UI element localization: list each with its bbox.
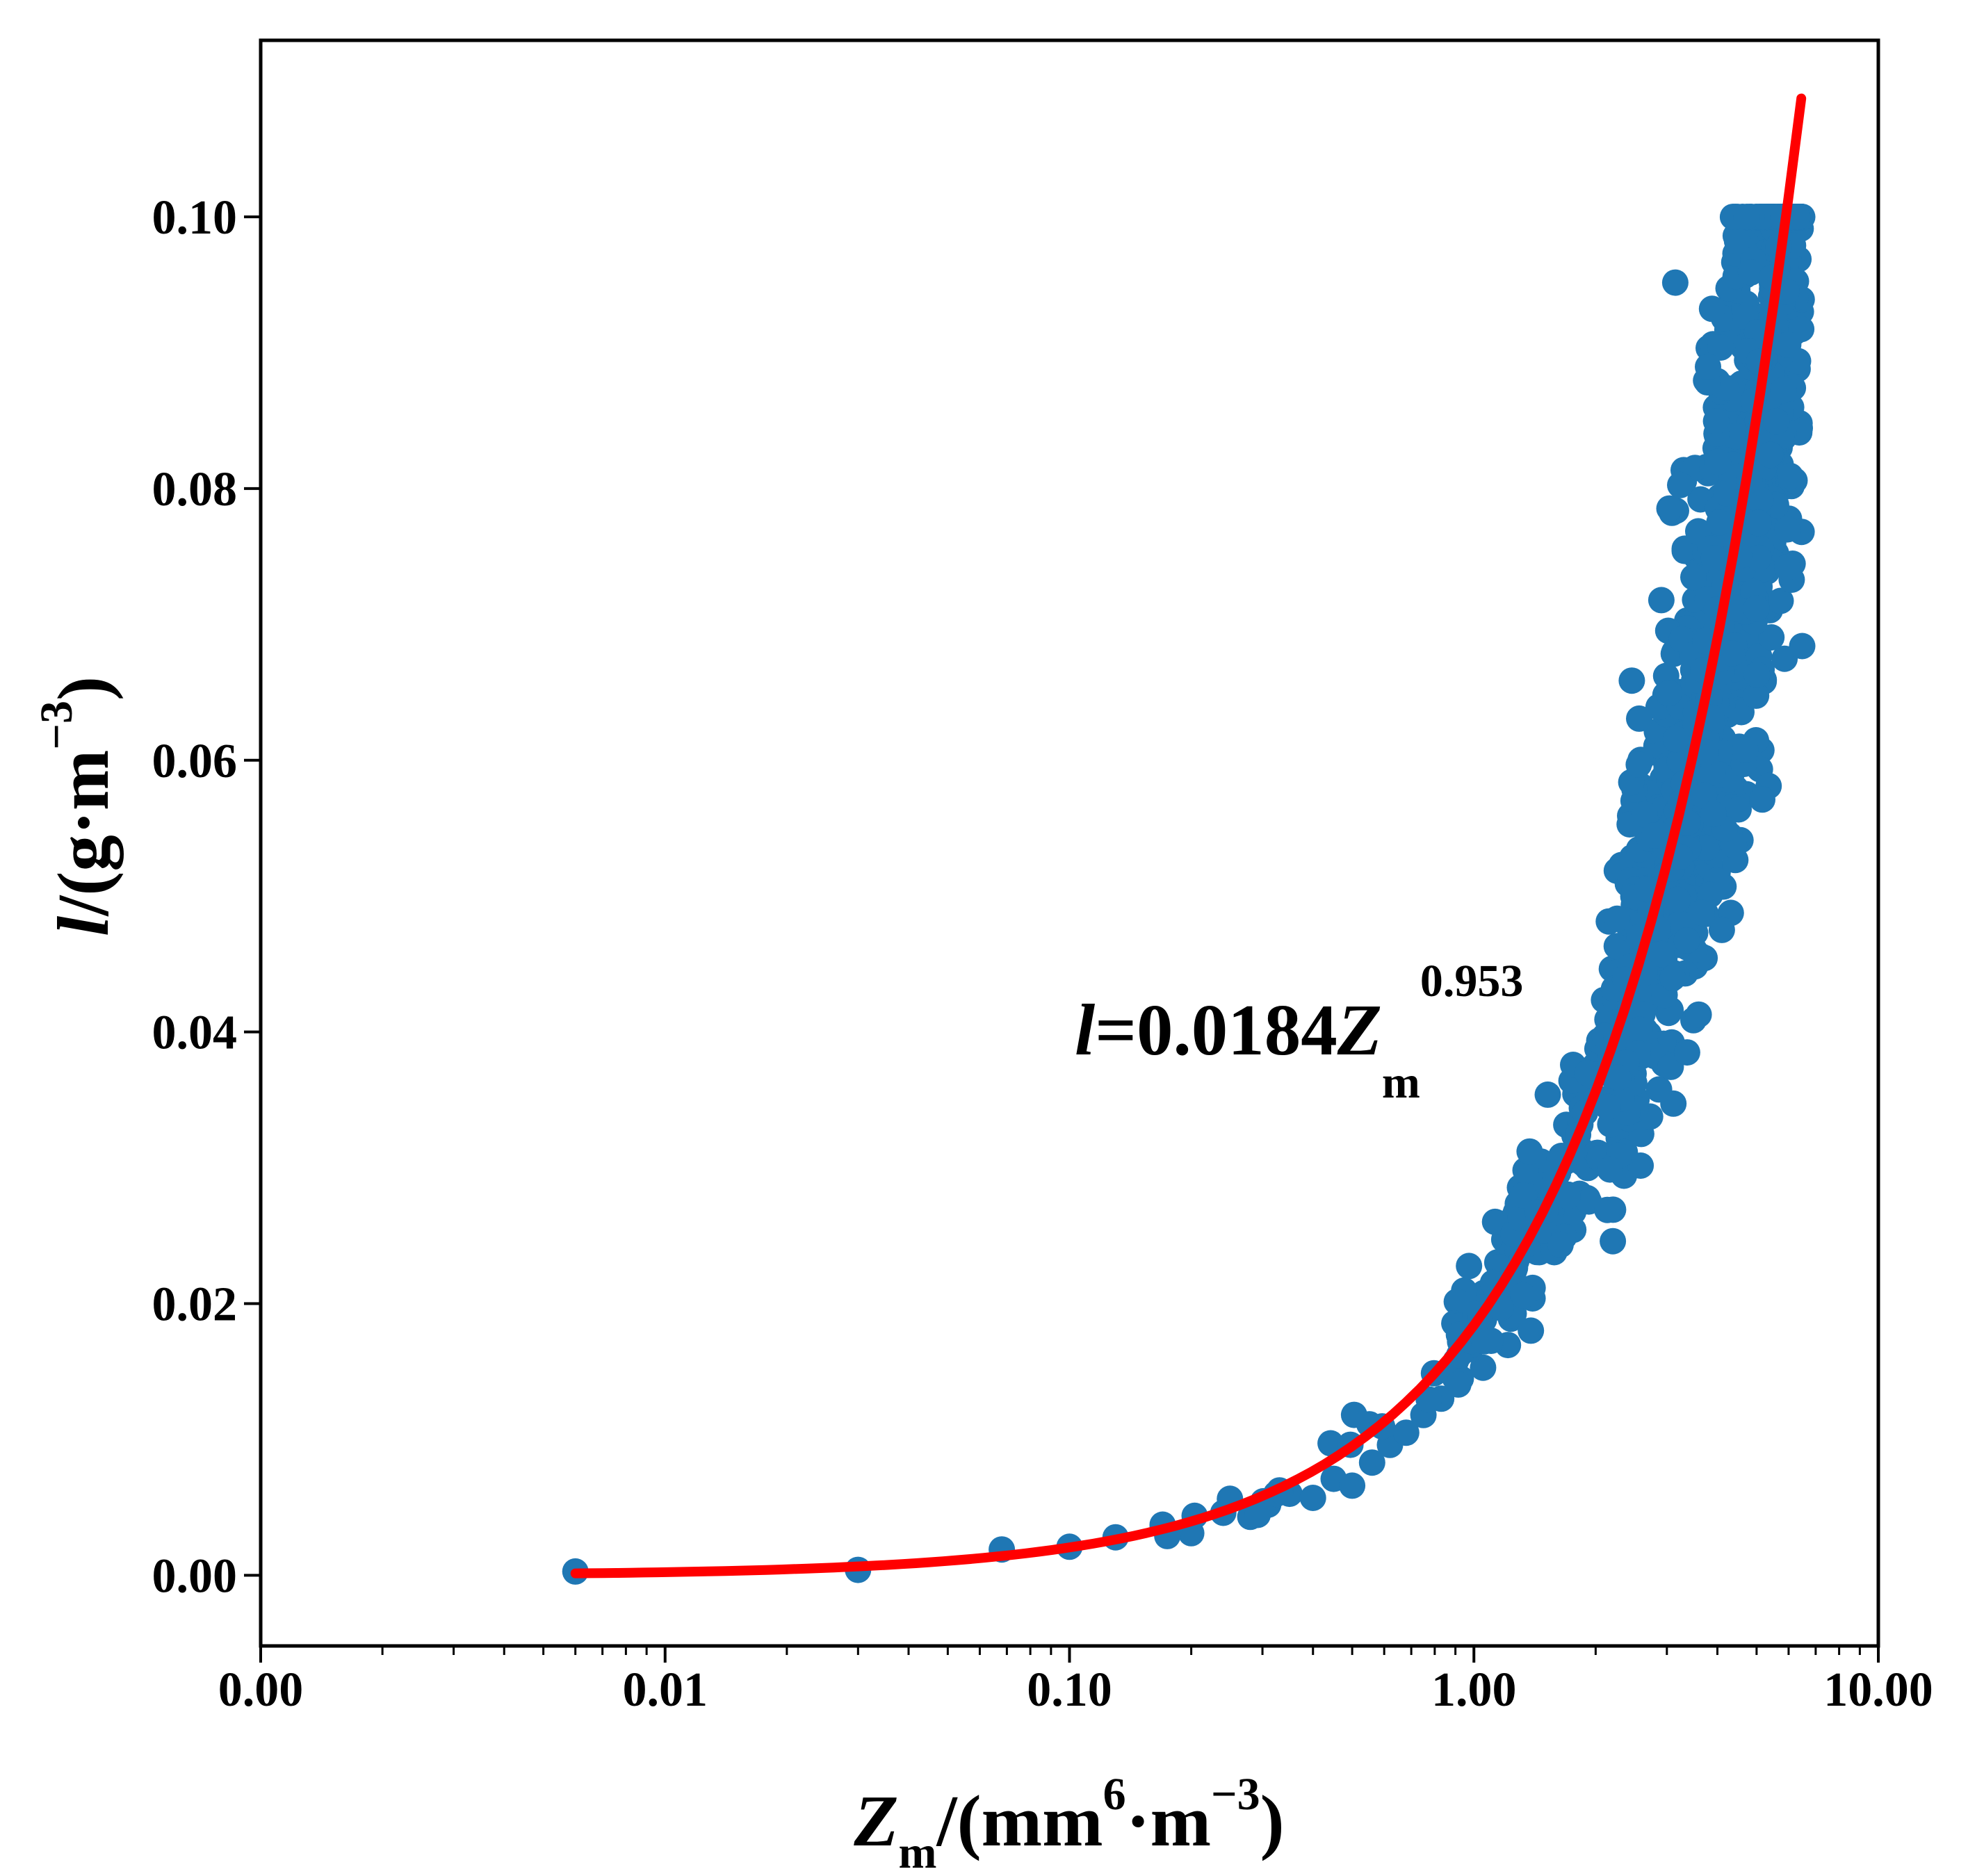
y-tick-label: 0.00 (152, 1549, 238, 1603)
x-tick-label: 0.10 (1027, 1663, 1112, 1717)
y-tick-label: 0.10 (152, 191, 238, 245)
y-tick-label: 0.08 (152, 463, 238, 516)
y-axis-ticks (244, 215, 261, 1577)
x-axis-title: Zm/(mm6·m−3) (853, 1769, 1284, 1876)
y-tick-label: 0.06 (152, 735, 238, 788)
x-tick-label: 0.00 (218, 1663, 304, 1717)
x-tick-label: 1.00 (1431, 1663, 1517, 1717)
y-tick-label: 0.04 (152, 1006, 238, 1060)
scatter-points (562, 204, 1816, 1585)
x-axis-tick-labels: 0.00 0.01 0.10 1.00 10.00 (218, 1663, 1933, 1717)
x-tick-label: 10.00 (1823, 1663, 1933, 1717)
y-tick-label: 0.02 (152, 1278, 238, 1332)
y-axis-tick-labels: 0.00 0.02 0.04 0.06 0.08 0.10 (152, 191, 238, 1603)
fit-equation: l=0.0184Zm0.953 (1075, 956, 1523, 1108)
x-tick-label: 0.01 (623, 1663, 708, 1717)
y-axis-title: l/(g·m−3) (31, 676, 124, 936)
x-axis-ticks (259, 1646, 1880, 1663)
fit-line (570, 93, 1807, 1579)
